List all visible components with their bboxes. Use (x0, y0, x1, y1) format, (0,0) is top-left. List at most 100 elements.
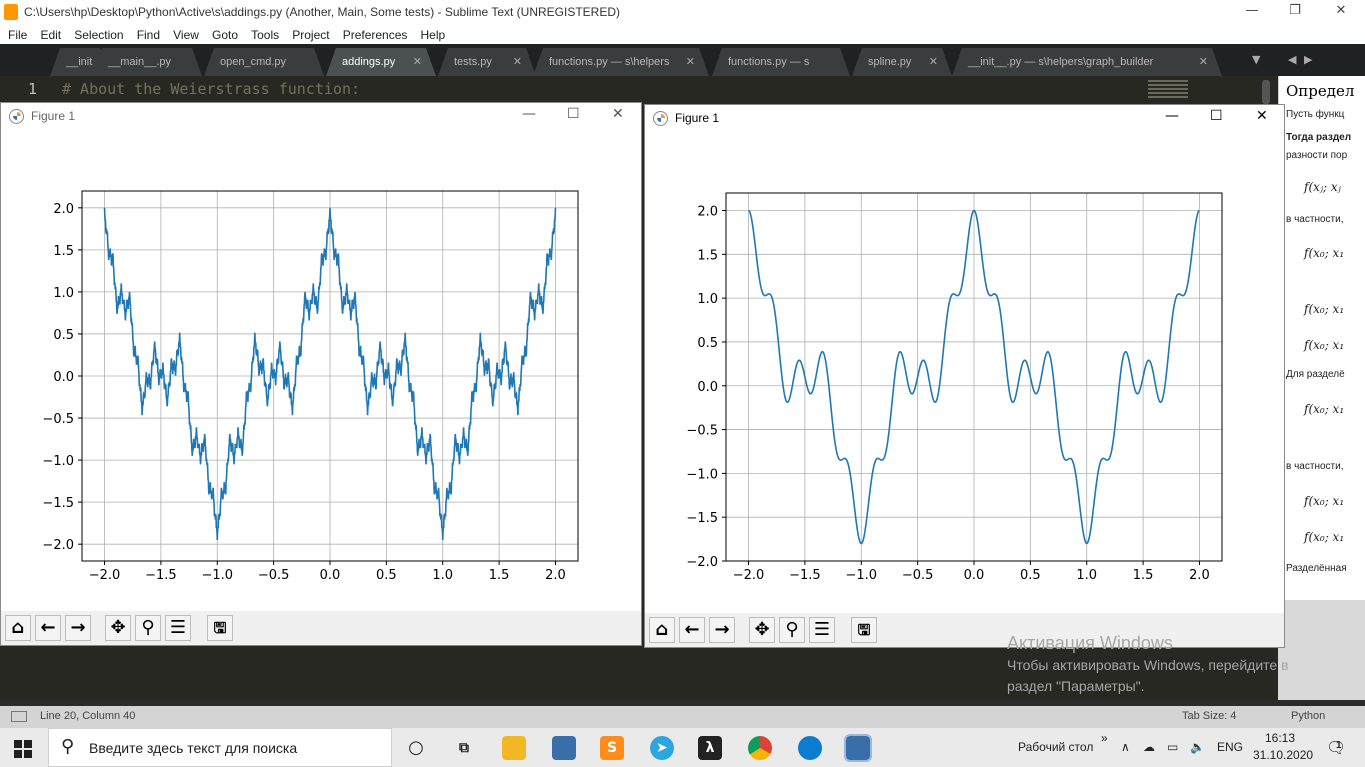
menu-goto[interactable]: Goto (212, 28, 239, 42)
cloud-icon[interactable]: ☁ (1143, 740, 1155, 754)
back-icon[interactable]: ← (679, 617, 705, 643)
configure-subplots-icon[interactable]: ☰ (165, 615, 191, 641)
tab-size[interactable]: Tab Size: 4 (1182, 710, 1237, 722)
zoom-icon[interactable]: ⚲ (779, 617, 805, 643)
forward-icon[interactable]: → (709, 617, 735, 643)
minimize-button[interactable]: — (1245, 3, 1259, 18)
search-placeholder: Введите здесь текст для поиска (89, 740, 298, 756)
home-icon[interactable]: ⌂ (5, 615, 31, 641)
tab-close-icon[interactable]: ✕ (1198, 56, 1208, 68)
figure-toolbar: ⌂ ← → ✥ ⚲ ☰ 🖫 (1, 611, 641, 645)
tab-dropdown-icon[interactable]: ▼ (1252, 53, 1261, 66)
figure-maximize-button[interactable]: ☐ (1210, 108, 1223, 124)
notification-count: 1 (1336, 740, 1342, 751)
telegram-icon[interactable]: ➤ (650, 736, 674, 760)
x-tick-label: 1.5 (1133, 568, 1154, 583)
sublime-text-icon[interactable]: S (600, 736, 624, 760)
chrome-icon[interactable] (748, 736, 772, 760)
language-indicator[interactable]: ENG (1217, 740, 1244, 754)
edge-icon[interactable] (798, 736, 822, 760)
lambda-app-icon[interactable]: λ (698, 736, 722, 760)
back-icon[interactable]: ← (35, 615, 61, 641)
desktop-toolbar-label[interactable]: Рабочий стол (1018, 740, 1094, 754)
y-tick-label: 1.0 (697, 292, 718, 307)
tab-main[interactable]: __main__.py (92, 48, 202, 76)
matplotlib-icon (9, 109, 24, 124)
figure-title-bar[interactable]: Figure 1 — ☐ ✕ (645, 105, 1284, 131)
figure-close-button[interactable]: ✕ (1256, 108, 1268, 124)
tab-functions-helpers[interactable]: functions.py — s\helpers ✕ (533, 48, 709, 76)
tab-scroll-right-icon[interactable]: ▶ (1304, 53, 1313, 66)
menubar: File Edit Selection Find View Goto Tools… (0, 24, 1365, 44)
tab-tests[interactable]: tests.py ✕ (438, 48, 536, 76)
file-explorer-icon[interactable] (502, 736, 526, 760)
reference-panel: Определ Пусть функц Тогда раздел разност… (1278, 76, 1365, 600)
x-tick-label: −1.0 (201, 568, 233, 583)
menu-edit[interactable]: Edit (40, 28, 62, 42)
x-tick-label: −2.0 (733, 568, 765, 583)
zoom-icon[interactable]: ⚲ (135, 615, 161, 641)
figure-window-left[interactable]: Figure 1 — ☐ ✕ −2.0 −1.5 −1.0 −0.5 0.0 0.5 1.0… (0, 102, 642, 646)
tab-functions-s[interactable]: functions.py — s (712, 48, 850, 76)
menu-help[interactable]: Help (420, 28, 446, 42)
configure-subplots-icon[interactable]: ☰ (809, 617, 835, 643)
restore-button[interactable]: ❐ (1289, 3, 1301, 18)
menu-preferences[interactable]: Preferences (342, 28, 408, 42)
tab-scroll-left-icon[interactable]: ◀ (1288, 53, 1297, 66)
desktop-chevron[interactable]: » (1101, 731, 1108, 745)
figure-close-button[interactable]: ✕ (612, 106, 624, 122)
menu-find[interactable]: Find (136, 28, 161, 42)
figure-maximize-button[interactable]: ☐ (567, 106, 580, 122)
notification-icon[interactable]: 🗨 (1326, 740, 1347, 757)
home-icon[interactable]: ⌂ (649, 617, 675, 643)
volume-icon[interactable]: 🔈 (1190, 740, 1205, 754)
menu-project[interactable]: Project (292, 28, 330, 42)
clock-date[interactable]: 31.10.2020 (1253, 748, 1314, 762)
taskbar: ⚲ Введите здесь текст для поиска ○ ⧉ S ➤… (0, 728, 1365, 767)
tab-close-icon[interactable]: ✕ (512, 56, 522, 68)
figure-title-bar[interactable]: Figure 1 — ☐ ✕ (1, 103, 641, 129)
cortana-icon[interactable]: ○ (408, 737, 424, 758)
battery-icon[interactable]: ▭ (1167, 740, 1179, 754)
close-button[interactable]: ✕ (1335, 3, 1347, 18)
task-view-icon[interactable]: ⧉ (459, 740, 469, 756)
reference-formula: f(x₀; x₁ (1304, 338, 1345, 352)
x-tick-label: −1.5 (789, 568, 821, 583)
minimap[interactable] (1148, 80, 1188, 104)
menu-selection[interactable]: Selection (74, 28, 124, 42)
clock-time[interactable]: 16:13 (1265, 731, 1296, 745)
figure-minimize-button[interactable]: — (522, 106, 536, 122)
menu-view[interactable]: View (173, 28, 199, 42)
save-icon[interactable]: 🖫 (207, 615, 233, 641)
code-line[interactable]: # About the Weierstrass function: (62, 80, 361, 98)
reference-formula: f(x₀; x₁ (1304, 246, 1345, 260)
editor-scrollbar[interactable] (1262, 80, 1270, 104)
menu-file[interactable]: File (8, 28, 28, 42)
y-tick-label: 0.0 (697, 380, 718, 395)
figure-minimize-button[interactable]: — (1165, 108, 1179, 124)
figure-window-right[interactable]: Figure 1 — ☐ ✕ −2.0 −1.5 −1.0 −0.5 0.0 0.5 1.0… (644, 104, 1285, 648)
tab-close-icon[interactable]: ✕ (412, 56, 422, 68)
menu-tools[interactable]: Tools (251, 28, 280, 42)
figure-title: Figure 1 (675, 111, 720, 125)
python-active-icon[interactable] (844, 734, 872, 762)
y-tick-label: 0.5 (697, 336, 718, 351)
pan-icon[interactable]: ✥ (749, 617, 775, 643)
taskbar-search[interactable]: ⚲ Введите здесь текст для поиска (48, 728, 392, 767)
python-idle-icon[interactable] (552, 736, 576, 760)
tab-init-graph-builder[interactable]: __init__.py — s\helpers\graph_builder ✕ (952, 48, 1222, 76)
pan-icon[interactable]: ✥ (105, 615, 131, 641)
tray-expand-icon[interactable]: ∧ (1121, 740, 1130, 754)
tab-addings[interactable]: addings.py ✕ (326, 48, 436, 76)
syntax-indicator[interactable]: Python (1291, 710, 1326, 722)
windows-start-icon[interactable] (14, 740, 32, 758)
activation-title: Активация Windows (1007, 633, 1173, 653)
save-icon[interactable]: 🖫 (851, 617, 877, 643)
tab-close-icon[interactable]: ✕ (685, 56, 695, 68)
forward-icon[interactable]: → (65, 615, 91, 641)
tab-spline[interactable]: spline.py ✕ (852, 48, 952, 76)
y-tick-label: −1.5 (42, 496, 74, 511)
tab-close-icon[interactable]: ✕ (928, 56, 938, 68)
panel-toggle-icon[interactable] (11, 711, 27, 722)
tab-open-cmd[interactable]: open_cmd.py (204, 48, 324, 76)
